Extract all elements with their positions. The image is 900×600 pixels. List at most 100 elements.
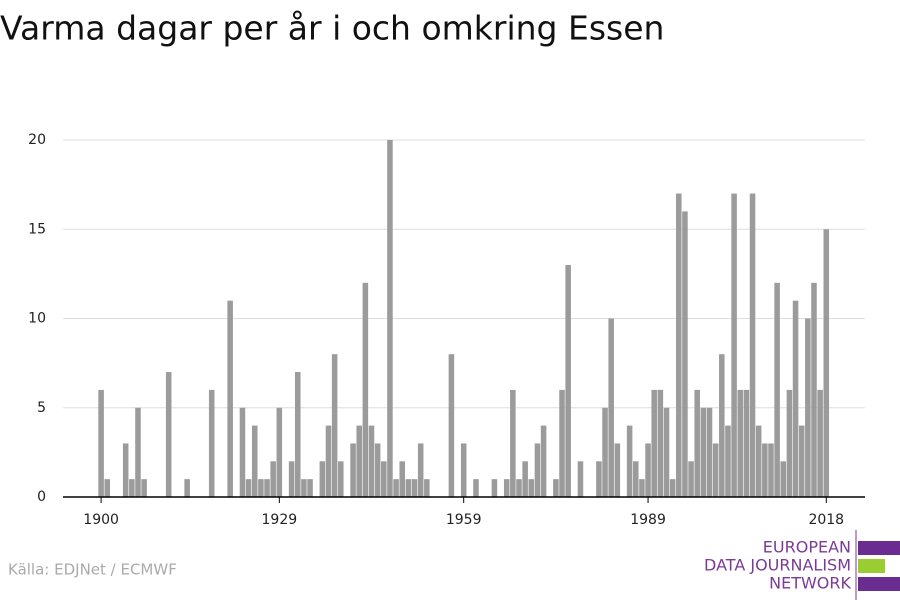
bar xyxy=(516,479,522,497)
bar xyxy=(362,282,369,497)
bar xyxy=(639,479,645,497)
bar xyxy=(577,461,584,497)
y-tick-label: 15 xyxy=(28,221,46,237)
bar xyxy=(669,479,676,497)
bar xyxy=(811,282,817,497)
bar xyxy=(749,193,756,498)
bar xyxy=(522,461,528,497)
logo-bar xyxy=(858,577,900,591)
bar xyxy=(276,407,283,497)
bar xyxy=(294,372,301,497)
bar xyxy=(417,443,424,497)
bar xyxy=(657,389,664,497)
bar xyxy=(725,425,731,497)
bar xyxy=(338,461,344,497)
logo-bar xyxy=(858,559,885,573)
bar xyxy=(743,389,750,497)
bar xyxy=(823,229,830,497)
bar xyxy=(325,425,332,497)
bar xyxy=(424,479,430,497)
chart-title: Varma dagar per år i och omkring Essen xyxy=(0,9,664,48)
bar xyxy=(528,479,535,497)
bar xyxy=(264,479,270,497)
bar xyxy=(602,407,608,497)
bar xyxy=(614,443,621,497)
bar xyxy=(381,461,387,497)
x-tick-label: 2018 xyxy=(808,512,844,528)
bar xyxy=(473,479,479,497)
bar xyxy=(356,425,362,497)
bar xyxy=(141,479,147,497)
source: Källa: EDJNet / ECMWF xyxy=(8,561,177,579)
y-tick-label: 10 xyxy=(28,311,46,327)
bar xyxy=(817,389,823,497)
bar xyxy=(774,282,780,497)
bar xyxy=(307,479,313,497)
bar xyxy=(448,354,455,497)
bar xyxy=(227,300,233,497)
bar xyxy=(319,461,326,497)
bar xyxy=(399,461,406,497)
bar xyxy=(596,461,602,497)
bar xyxy=(393,479,399,497)
bar xyxy=(688,461,694,497)
logo-text: NETWORK xyxy=(769,574,851,593)
bar xyxy=(258,479,264,497)
bar xyxy=(651,389,657,497)
bar xyxy=(792,300,799,497)
bar xyxy=(553,479,559,497)
bar xyxy=(122,443,129,497)
bar xyxy=(565,264,571,497)
bar xyxy=(694,389,700,497)
bar xyxy=(731,193,737,498)
bar xyxy=(98,389,104,497)
logo-text: EUROPEAN xyxy=(763,538,851,557)
bar xyxy=(411,479,418,497)
bar xyxy=(755,425,762,497)
bar xyxy=(805,318,811,497)
bar xyxy=(135,407,141,497)
bar xyxy=(208,389,215,497)
logo-text: DATA JOURNALISM xyxy=(704,556,851,575)
bar xyxy=(374,443,381,497)
bar xyxy=(780,461,787,497)
bar xyxy=(645,443,651,497)
bar xyxy=(700,407,707,497)
bar xyxy=(534,443,541,497)
bar xyxy=(626,425,633,497)
bar xyxy=(559,389,565,497)
bar xyxy=(239,407,246,497)
bar xyxy=(387,140,393,497)
bar xyxy=(712,443,719,497)
y-tick-label: 5 xyxy=(37,400,46,416)
bar xyxy=(301,479,307,497)
bar xyxy=(663,407,670,497)
bar xyxy=(768,443,774,497)
bar xyxy=(540,425,547,497)
y-tick-label: 20 xyxy=(28,132,46,148)
bar xyxy=(491,479,498,497)
bar xyxy=(331,354,338,497)
bar xyxy=(405,479,412,497)
x-tick-label: 1900 xyxy=(83,512,119,528)
bar xyxy=(798,425,805,497)
logo-bar xyxy=(858,541,900,555)
bar xyxy=(762,443,768,497)
bar xyxy=(270,461,276,497)
bar xyxy=(706,407,713,497)
bar xyxy=(503,479,510,497)
bar xyxy=(460,443,467,497)
x-tick-label: 1929 xyxy=(262,512,298,528)
bar xyxy=(737,389,744,497)
bar xyxy=(682,211,688,497)
bar xyxy=(350,443,356,497)
bar xyxy=(251,425,258,497)
bar xyxy=(245,479,252,497)
bar xyxy=(368,425,375,497)
bar xyxy=(510,389,516,497)
y-tick-label: 0 xyxy=(37,489,46,505)
bar xyxy=(129,479,135,497)
x-tick-label: 1959 xyxy=(446,512,482,528)
bar xyxy=(676,193,682,498)
